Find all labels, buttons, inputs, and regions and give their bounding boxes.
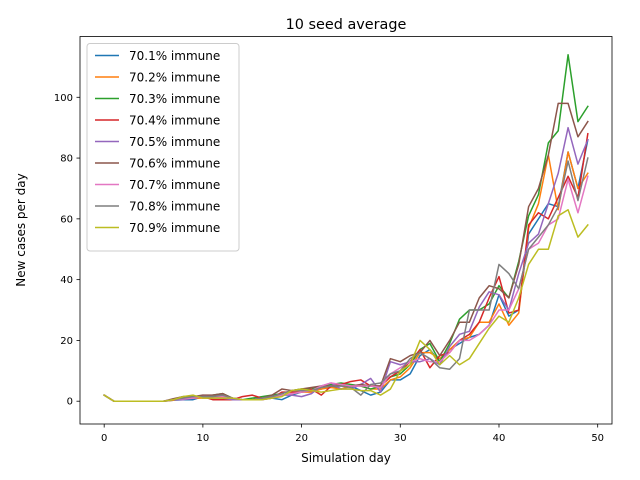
y-tick-label: 40 bbox=[60, 275, 73, 286]
x-axis: 0 10 20 30 40 50 bbox=[101, 424, 604, 444]
legend-entry: 70.5% immune bbox=[129, 135, 220, 149]
x-tick-label: 10 bbox=[197, 433, 210, 444]
y-axis-label: New cases per day bbox=[14, 173, 28, 286]
legend-box bbox=[86, 43, 240, 252]
x-tick-label: 30 bbox=[394, 433, 407, 444]
legend-entry: 70.3% immune bbox=[129, 92, 220, 106]
x-tick-label: 40 bbox=[493, 433, 506, 444]
y-tick-label: 0 bbox=[67, 397, 73, 408]
legend-entry: 70.1% immune bbox=[129, 49, 220, 63]
y-tick-label: 20 bbox=[60, 336, 73, 347]
x-axis-label: Simulation day bbox=[301, 451, 391, 465]
plot-frame bbox=[79, 36, 613, 425]
y-tick-label: 100 bbox=[54, 93, 73, 104]
y-tick-label: 60 bbox=[60, 214, 73, 225]
x-tick-label: 50 bbox=[591, 433, 604, 444]
chart-title: 10 seed average bbox=[286, 17, 407, 33]
legend-entry: 70.9% immune bbox=[129, 221, 220, 235]
legend-entry: 70.2% immune bbox=[129, 71, 220, 85]
legend-entry: 70.8% immune bbox=[129, 200, 220, 214]
legend-entry: 70.6% immune bbox=[129, 157, 220, 171]
series-line-8 bbox=[103, 157, 589, 402]
legend-entry: 70.4% immune bbox=[129, 114, 220, 128]
series-lines bbox=[103, 53, 589, 402]
y-tick-label: 80 bbox=[60, 154, 73, 165]
x-tick-label: 0 bbox=[101, 433, 107, 444]
x-tick-label: 20 bbox=[295, 433, 308, 444]
y-axis: 0 20 40 60 80 100 bbox=[54, 93, 80, 408]
legend: 70.1% immune 70.2% immune 70.3% immune 70.4… bbox=[86, 43, 240, 252]
legend-entry: 70.7% immune bbox=[129, 178, 220, 192]
series-line-9 bbox=[103, 208, 589, 402]
